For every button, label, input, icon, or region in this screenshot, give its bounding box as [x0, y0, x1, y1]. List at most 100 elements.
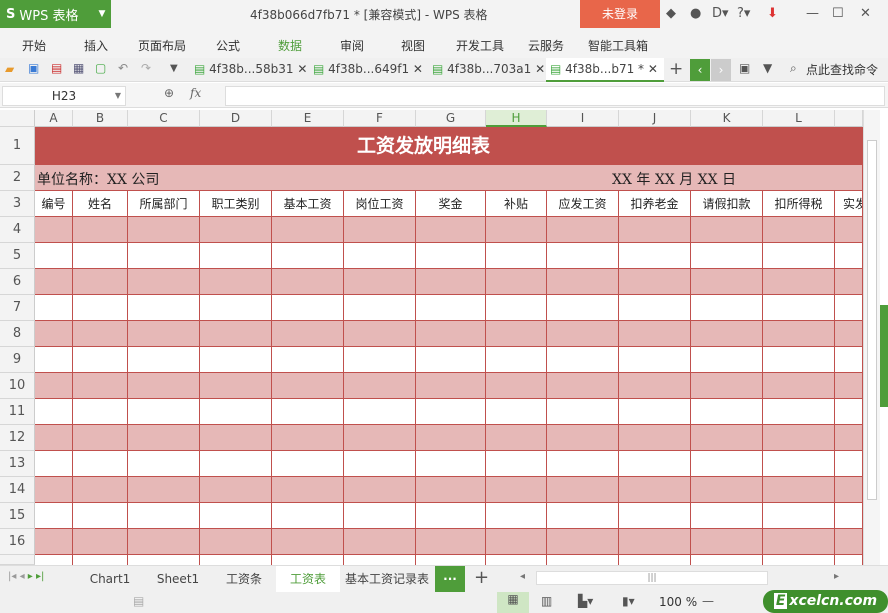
data-cell[interactable] [128, 529, 200, 555]
minimize-icon[interactable]: — [806, 6, 819, 21]
data-cell[interactable] [619, 399, 691, 425]
app-menu-button[interactable]: S WPS 表格 ▼ [0, 0, 111, 28]
data-cell[interactable] [344, 321, 416, 347]
data-cell[interactable] [763, 321, 835, 347]
data-cell[interactable] [547, 399, 619, 425]
menu-insert[interactable]: 插入 [84, 39, 109, 53]
more-sheets-button[interactable]: ··· [435, 566, 465, 592]
presentation-icon[interactable]: ▣ [739, 61, 751, 75]
data-cell[interactable] [35, 477, 73, 503]
data-cell[interactable] [416, 529, 486, 555]
help-icon[interactable]: ?▾ [737, 6, 751, 21]
data-cell[interactable] [835, 529, 863, 555]
page-break-view-icon[interactable]: ▥ [541, 594, 553, 608]
data-cell[interactable] [547, 217, 619, 243]
data-cell[interactable] [200, 399, 272, 425]
row-header[interactable]: 6 [0, 269, 35, 295]
data-cell[interactable] [835, 555, 863, 565]
data-cell[interactable] [763, 217, 835, 243]
column-header[interactable]: A [35, 110, 73, 127]
row-header[interactable]: 14 [0, 477, 35, 503]
data-cell[interactable] [486, 555, 547, 565]
doc-tab-1[interactable]: ▤ 4f38b...58b31 ✕ [194, 62, 308, 76]
data-cell[interactable] [691, 399, 763, 425]
formula-input[interactable] [225, 86, 885, 106]
data-cell[interactable] [486, 295, 547, 321]
data-cell[interactable] [691, 347, 763, 373]
sheet-tab-sheet1[interactable]: Sheet1 [156, 572, 200, 586]
data-cell[interactable] [200, 243, 272, 269]
data-cell[interactable] [35, 451, 73, 477]
data-cell[interactable] [35, 243, 73, 269]
data-cell[interactable] [416, 321, 486, 347]
data-cell[interactable] [344, 269, 416, 295]
data-cell[interactable] [763, 451, 835, 477]
data-cell[interactable] [835, 217, 863, 243]
data-cell[interactable] [835, 269, 863, 295]
data-cell[interactable] [35, 399, 73, 425]
column-header[interactable]: G [416, 110, 486, 127]
data-cell[interactable] [547, 451, 619, 477]
data-cell[interactable] [547, 321, 619, 347]
data-cell[interactable] [35, 555, 73, 565]
data-cell[interactable] [547, 347, 619, 373]
row-header[interactable]: 10 [0, 373, 35, 399]
data-cell[interactable] [619, 347, 691, 373]
data-cell[interactable] [73, 529, 128, 555]
data-cell[interactable] [619, 243, 691, 269]
data-cell[interactable] [486, 321, 547, 347]
column-header[interactable]: D [200, 110, 272, 127]
row-header[interactable]: 11 [0, 399, 35, 425]
data-cell[interactable] [272, 347, 344, 373]
menu-page-layout[interactable]: 页面布局 [138, 39, 187, 53]
data-cell[interactable] [486, 347, 547, 373]
data-cell[interactable] [763, 425, 835, 451]
menu-view[interactable]: 视图 [401, 39, 426, 53]
data-cell[interactable] [128, 321, 200, 347]
data-cell[interactable] [486, 503, 547, 529]
data-cell[interactable] [272, 373, 344, 399]
data-cell[interactable] [128, 347, 200, 373]
data-cell[interactable] [35, 217, 73, 243]
function-icon[interactable]: fx [190, 86, 202, 100]
column-header[interactable]: K [691, 110, 763, 127]
data-cell[interactable] [200, 503, 272, 529]
data-cell[interactable] [691, 321, 763, 347]
data-cell[interactable] [128, 451, 200, 477]
data-cell[interactable] [486, 243, 547, 269]
column-header[interactable]: E [272, 110, 344, 127]
column-header[interactable]: F [344, 110, 416, 127]
data-cell[interactable] [272, 243, 344, 269]
data-cell[interactable] [272, 269, 344, 295]
menu-home[interactable]: 开始 [22, 39, 47, 53]
data-cell[interactable] [835, 425, 863, 451]
data-cell[interactable] [416, 295, 486, 321]
select-all-corner[interactable] [0, 110, 35, 127]
menu-data[interactable]: 数据 [278, 39, 303, 53]
data-cell[interactable] [35, 373, 73, 399]
data-cell[interactable] [619, 425, 691, 451]
data-cell[interactable] [35, 503, 73, 529]
maximize-icon[interactable]: ☐ [832, 6, 844, 21]
data-cell[interactable] [200, 425, 272, 451]
data-cell[interactable] [619, 217, 691, 243]
row-header[interactable]: 12 [0, 425, 35, 451]
data-cell[interactable] [763, 555, 835, 565]
data-cell[interactable] [835, 477, 863, 503]
menu-formula[interactable]: 公式 [216, 39, 241, 53]
data-cell[interactable] [272, 451, 344, 477]
data-cell[interactable] [35, 425, 73, 451]
data-cell[interactable] [344, 529, 416, 555]
data-cell[interactable] [272, 295, 344, 321]
data-cell[interactable] [416, 425, 486, 451]
data-cell[interactable] [73, 269, 128, 295]
data-cell[interactable] [416, 347, 486, 373]
data-cell[interactable] [200, 451, 272, 477]
data-cell[interactable] [486, 399, 547, 425]
data-cell[interactable] [691, 477, 763, 503]
data-cell[interactable] [416, 451, 486, 477]
data-cell[interactable] [547, 555, 619, 565]
doc-tab-3[interactable]: ▤ 4f38b...703a1 ✕ [432, 62, 546, 76]
row-header[interactable]: 16 [0, 529, 35, 555]
data-cell[interactable] [128, 295, 200, 321]
